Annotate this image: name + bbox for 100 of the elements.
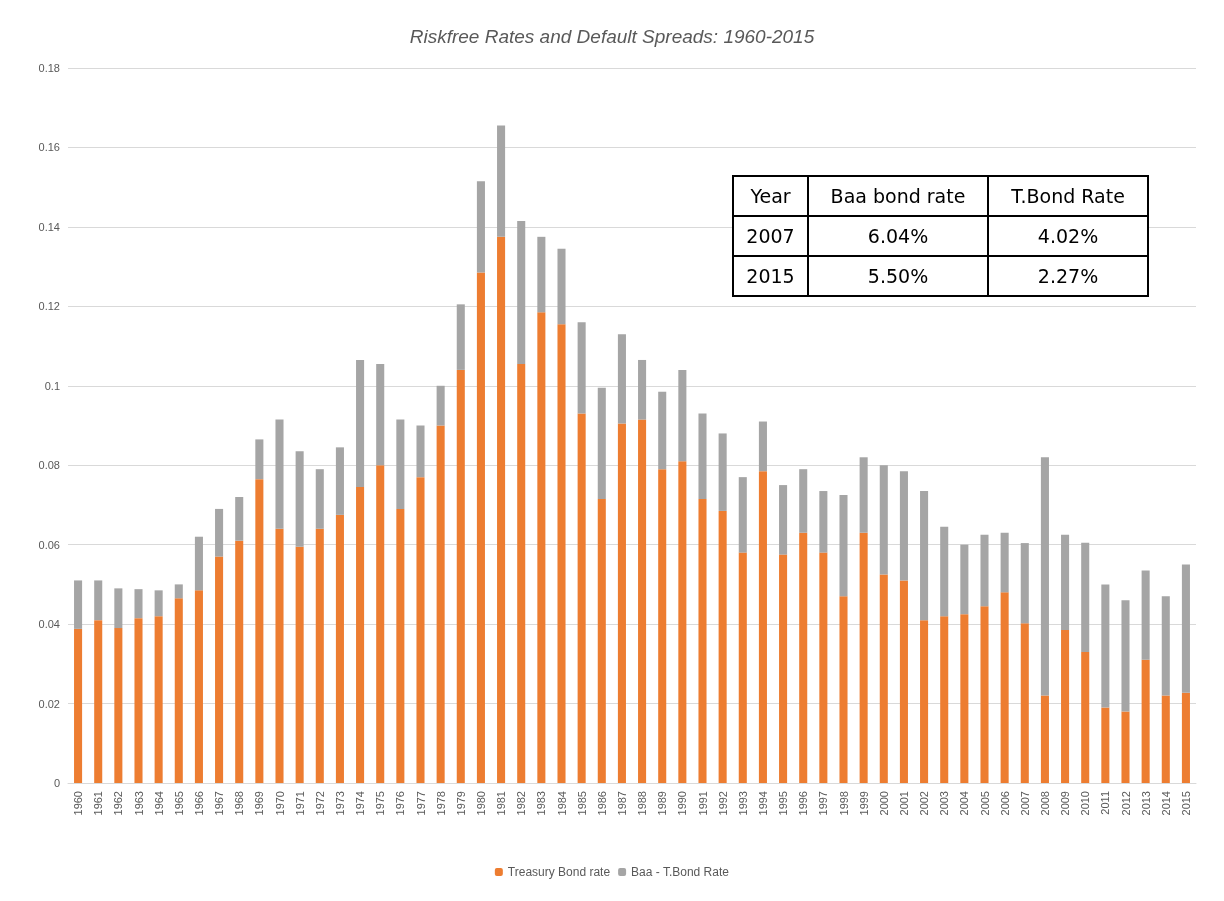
x-tick-label: 1963 — [132, 791, 145, 816]
bar — [1141, 570, 1150, 660]
x-tick-label: 1978 — [434, 791, 447, 816]
bar — [436, 385, 445, 426]
x-tick-label: 1969 — [253, 791, 266, 816]
bar — [638, 419, 647, 783]
y-tick-label: 0.06 — [38, 538, 60, 551]
y-tick-label: 0.18 — [38, 62, 60, 74]
bar — [779, 485, 788, 555]
bar — [476, 181, 485, 273]
bar — [758, 471, 767, 783]
bar — [416, 425, 425, 478]
x-tick-label: 1985 — [575, 791, 588, 816]
bar — [859, 532, 868, 783]
x-tick-label: 2007 — [1018, 791, 1031, 816]
bar — [154, 590, 163, 617]
bar — [315, 469, 324, 529]
bar — [1121, 711, 1130, 783]
bar — [1000, 532, 1009, 593]
x-tick-label: 1987 — [615, 791, 628, 816]
x-tick-label: 2004 — [958, 791, 971, 816]
bar — [94, 620, 103, 783]
bar — [74, 580, 83, 629]
bar — [194, 536, 203, 591]
y-tick-label: 0.04 — [38, 618, 60, 631]
bar — [215, 508, 224, 557]
bar — [819, 491, 828, 553]
x-tick-label: 1970 — [273, 791, 286, 816]
y-tick-label: 0.08 — [38, 459, 60, 472]
bar — [416, 477, 425, 783]
bar — [839, 495, 848, 597]
bar — [859, 457, 868, 533]
x-tick-label: 1971 — [293, 791, 306, 816]
bar — [174, 584, 183, 599]
x-tick-label: 1981 — [495, 791, 508, 816]
x-tick-label: 2012 — [1119, 791, 1132, 816]
bar — [920, 491, 929, 621]
x-tick-label: 1967 — [213, 791, 226, 816]
bar — [295, 546, 304, 783]
bar — [597, 387, 606, 499]
bar — [1181, 564, 1190, 693]
bar — [235, 540, 244, 783]
bar — [617, 334, 626, 424]
bar — [275, 528, 284, 783]
x-tick-label: 1999 — [857, 791, 870, 816]
x-tick-label: 1991 — [696, 791, 709, 816]
bar — [235, 497, 244, 541]
chart-title: Riskfree Rates and Default Spreads: 1960-2015 — [409, 26, 815, 47]
bar — [658, 469, 667, 783]
x-tick-label: 1989 — [656, 791, 669, 816]
bar — [899, 580, 908, 783]
bar — [779, 554, 788, 783]
bar — [819, 552, 828, 783]
bar — [758, 421, 767, 472]
bar — [1061, 630, 1070, 783]
x-tick-label: 1994 — [756, 791, 769, 816]
bar — [114, 588, 123, 629]
bar — [940, 616, 949, 783]
bar — [255, 479, 264, 783]
x-tick-label: 1998 — [837, 791, 850, 816]
bar — [335, 514, 344, 783]
bar — [456, 304, 465, 370]
bar — [1020, 623, 1029, 783]
bar — [638, 359, 647, 420]
bar — [396, 508, 405, 783]
bar — [1081, 542, 1090, 652]
bar — [1101, 707, 1110, 783]
legend-label: Treasury Bond rate — [507, 865, 611, 879]
y-tick-label: 0.16 — [38, 141, 60, 154]
x-tick-label: 2014 — [1159, 791, 1172, 816]
y-tick-label: 0 — [53, 777, 60, 789]
bar — [436, 425, 445, 783]
bar — [497, 236, 506, 783]
x-tick-label: 1972 — [313, 791, 326, 816]
x-tick-label: 1997 — [817, 791, 830, 816]
bar — [597, 498, 606, 783]
bar — [376, 363, 385, 466]
x-tick-label: 1984 — [555, 791, 568, 816]
x-tick-label: 2006 — [998, 791, 1011, 816]
x-tick-label: 1993 — [736, 791, 749, 816]
x-tick-label: 2001 — [897, 791, 910, 816]
bar — [718, 433, 727, 511]
x-tick-label: 1988 — [636, 791, 649, 816]
y-tick-label: 0.12 — [38, 300, 60, 313]
bar — [1081, 651, 1090, 783]
x-tick-label: 1975 — [374, 791, 387, 816]
x-tick-label: 1976 — [394, 791, 407, 816]
x-tick-label: 2005 — [978, 791, 991, 816]
bar — [315, 528, 324, 783]
bar — [134, 589, 143, 619]
bar — [960, 614, 969, 783]
x-tick-label: 2010 — [1079, 791, 1092, 816]
bar — [920, 620, 929, 783]
bar — [557, 324, 566, 783]
bar — [879, 574, 888, 783]
bar — [799, 532, 808, 783]
bar — [476, 272, 485, 783]
annotation: Baa bond rate — [830, 185, 966, 207]
x-tick-label: 1986 — [595, 791, 608, 816]
bar — [215, 556, 224, 783]
